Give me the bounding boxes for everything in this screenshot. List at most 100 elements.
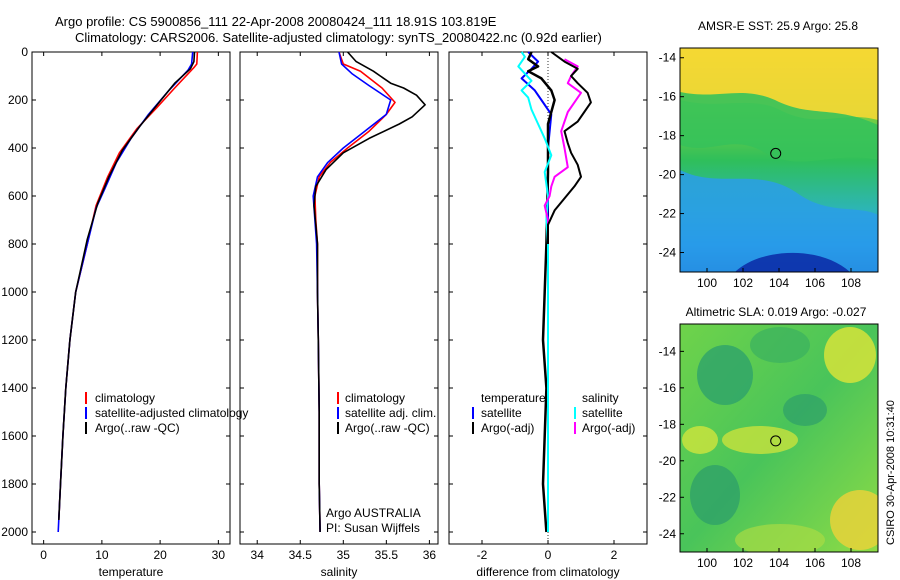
y-tick-label: 200 xyxy=(8,93,28,107)
salinity-annotation-program: Argo AUSTRALIA xyxy=(326,506,421,520)
series-line-climatology xyxy=(58,51,199,521)
map-x-tick-label: 108 xyxy=(841,556,861,570)
salinity-series xyxy=(312,51,426,533)
map-x-tick-label: 106 xyxy=(805,556,825,570)
sst-coldest-region xyxy=(735,252,850,272)
sst-green-band xyxy=(680,92,878,162)
sla-low-eddy-4 xyxy=(783,394,827,426)
map-y-tick-label: -16 xyxy=(659,381,677,395)
sla-high-eddy-1 xyxy=(824,327,876,383)
x-tick-label: 0 xyxy=(545,548,552,562)
difference-ticks: -2 0 2 xyxy=(449,51,647,562)
figure-title-line2: Climatology: CARS2006. Satellite-adjuste… xyxy=(75,30,602,45)
map-y-tick-label: -24 xyxy=(659,527,677,541)
temperature-xlabel: temperature xyxy=(99,565,164,579)
map-y-tick-label: -14 xyxy=(659,51,677,65)
map-x-tick-label: 108 xyxy=(841,276,861,290)
map-x-tick-label: 104 xyxy=(769,556,789,570)
x-tick-label: 36 xyxy=(423,548,437,562)
salinity-ticks: 34 34.5 35 35.5 36 xyxy=(240,51,438,562)
sla-low-eddy-1 xyxy=(697,345,753,405)
temperature-series xyxy=(57,51,199,533)
sla-map-title: Altimetric SLA: 0.019 Argo: -0.027 xyxy=(686,305,867,319)
series-line-argo-raw-qc xyxy=(313,51,426,533)
sla-map-ticks: 100 102 104 106 108 -14 -16 -18 -20 -22 -24 xyxy=(659,344,862,570)
map-y-tick-label: -16 xyxy=(659,90,677,104)
salinity-xlabel: salinity xyxy=(321,565,358,579)
sla-high-eddy-3 xyxy=(830,490,878,550)
salinity-annotation-pi: PI: Susan Wijffels xyxy=(326,521,420,535)
temperature-ticks: 0 10 20 30 0 200 400 600 800 1000 1200 1400 1600 1800… xyxy=(1,45,230,562)
x-tick-label: 34.5 xyxy=(289,548,313,562)
x-tick-label: 35 xyxy=(337,548,351,562)
diff-legend-sal-satellite: satellite xyxy=(582,406,623,420)
x-tick-label: 2 xyxy=(611,548,618,562)
series-line-satellite-adjusted-climatology xyxy=(57,51,194,533)
difference-series xyxy=(517,51,592,533)
difference-xlabel: difference from climatology xyxy=(476,565,619,579)
map-x-tick-label: 104 xyxy=(769,276,789,290)
sla-field xyxy=(680,324,878,552)
y-tick-label: 1800 xyxy=(1,477,28,491)
y-tick-label: 1000 xyxy=(1,285,28,299)
sst-field xyxy=(680,48,878,272)
y-tick-label: 600 xyxy=(8,189,28,203)
diff-legend-temp-argo: Argo(-adj) xyxy=(481,421,534,435)
sst-map-ticks: 100 102 104 106 108 -14 -16 -18 -20 -22 -24 xyxy=(659,51,862,290)
sst-cool-region xyxy=(680,170,878,272)
sla-low-eddy-2 xyxy=(750,327,810,363)
temperature-axes xyxy=(31,51,231,545)
temperature-panel: 0 10 20 30 0 200 400 600 800 1000 1200 1400 1600 1800… xyxy=(1,45,248,579)
diff-legend-sal-argo: Argo(-adj) xyxy=(582,421,635,435)
y-tick-label: 800 xyxy=(8,237,28,251)
y-tick-label: 0 xyxy=(21,45,28,59)
sst-argo-location-marker xyxy=(770,147,782,159)
map-y-tick-label: -18 xyxy=(659,129,677,143)
y-tick-label: 1200 xyxy=(1,333,28,347)
side-timestamp: CSIRO 30-Apr-2008 10:31:40 xyxy=(885,400,897,545)
series-line-salinity-argo-adj xyxy=(543,58,582,244)
map-y-tick-label: -22 xyxy=(659,207,677,221)
x-tick-label: 20 xyxy=(153,548,167,562)
y-tick-label: 2000 xyxy=(1,525,28,539)
map-y-tick-label: -20 xyxy=(659,454,677,468)
sal-legend-satellite: satellite adj. clim. xyxy=(345,406,436,420)
map-y-tick-label: -18 xyxy=(659,417,677,431)
map-x-tick-label: 102 xyxy=(733,276,753,290)
figure-title-line1: Argo profile: CS 5900856_111 22-Apr-2008… xyxy=(55,14,497,29)
sla-high-eddy-5 xyxy=(735,524,825,552)
temperature-legend: climatology satellite-adjusted climatolo… xyxy=(85,391,248,435)
sal-legend-climatology: climatology xyxy=(345,391,405,405)
temp-legend-satellite: satellite-adjusted climatology xyxy=(95,406,248,420)
salinity-legend: climatology satellite adj. clim. Argo(..… xyxy=(337,391,436,435)
sla-low-eddy-3 xyxy=(690,465,740,525)
salinity-axes xyxy=(239,51,439,545)
series-line-salinity-satellite xyxy=(517,51,553,532)
sla-high-eddy-2 xyxy=(722,426,798,454)
series-line-salinity-argo-clim xyxy=(547,51,592,244)
map-x-tick-label: 100 xyxy=(697,276,717,290)
x-tick-label: 35.5 xyxy=(375,548,399,562)
sst-map-panel: AMSR-E SST: 25.9 Argo: 25.8 100 102 104 106… xyxy=(659,19,879,290)
map-x-tick-label: 100 xyxy=(697,556,717,570)
y-tick-label: 1600 xyxy=(1,429,28,443)
difference-legend: temperature satellite Argo(-adj) salinit… xyxy=(472,391,635,435)
x-tick-label: 10 xyxy=(95,548,109,562)
x-tick-label: 30 xyxy=(212,548,226,562)
map-y-tick-label: -20 xyxy=(659,168,677,182)
sla-high-eddy-4 xyxy=(682,426,718,454)
sla-map-panel: Altimetric SLA: 0.019 Argo: -0.027 100 10… xyxy=(659,305,879,570)
x-tick-label: 0 xyxy=(40,548,47,562)
x-tick-label: -2 xyxy=(477,548,488,562)
sst-map-title: AMSR-E SST: 25.9 Argo: 25.8 xyxy=(698,19,858,33)
diff-legend-temp-satellite: satellite xyxy=(481,406,522,420)
map-x-tick-label: 106 xyxy=(805,276,825,290)
temp-legend-climatology: climatology xyxy=(95,391,155,405)
map-y-tick-label: -22 xyxy=(659,490,677,504)
map-x-tick-label: 102 xyxy=(733,556,753,570)
difference-panel: -2 0 2 difference from climatology tempera… xyxy=(448,51,648,579)
diff-legend-temperature: temperature xyxy=(481,391,546,405)
diff-legend-salinity: salinity xyxy=(582,391,619,405)
series-line-climatology xyxy=(314,51,396,533)
map-y-tick-label: -14 xyxy=(659,344,677,358)
